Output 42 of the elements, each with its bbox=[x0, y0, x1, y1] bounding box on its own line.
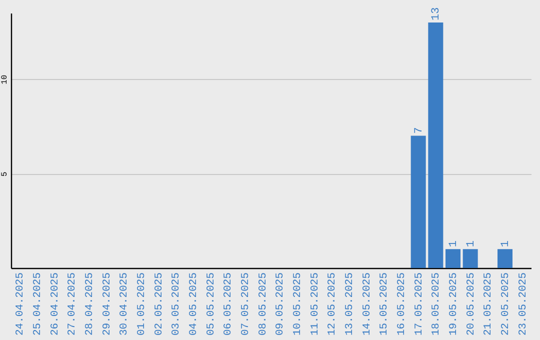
x-tick-label: 02.05.2025 bbox=[153, 272, 166, 336]
bar bbox=[428, 22, 444, 268]
x-tick-label: 13.05.2025 bbox=[344, 272, 356, 336]
x-tick-label: 07.05.2025 bbox=[240, 272, 252, 336]
bar bbox=[462, 249, 478, 268]
x-tick-label: 14.05.2025 bbox=[361, 272, 374, 336]
data-label: 1 bbox=[448, 240, 460, 248]
x-tick-label: 18.05.2025 bbox=[430, 272, 443, 336]
x-tick-label: 05.05.2025 bbox=[205, 272, 218, 336]
data-label: 13 bbox=[430, 7, 443, 20]
x-tick-label: 15.05.2025 bbox=[378, 272, 391, 336]
x-tick-label: 25.04.2025 bbox=[32, 272, 44, 336]
x-tick-label: 09.05.2025 bbox=[274, 272, 287, 336]
x-tick-label: 19.05.2025 bbox=[448, 272, 460, 336]
y-tick-label: 5 bbox=[0, 171, 10, 176]
x-tick-label: 17.05.2025 bbox=[413, 272, 426, 336]
x-tick-label: 08.05.2025 bbox=[257, 272, 270, 336]
x-tick-label: 22.05.2025 bbox=[500, 272, 512, 336]
x-tick-label: 26.04.2025 bbox=[49, 272, 62, 336]
data-label: 7 bbox=[413, 127, 426, 134]
x-tick-label: 24.04.2025 bbox=[14, 272, 27, 336]
x-tick-label: 16.05.2025 bbox=[396, 272, 408, 336]
x-tick-label: 11.05.2025 bbox=[309, 272, 322, 336]
x-tick-label: 12.05.2025 bbox=[326, 272, 339, 336]
x-tick-label: 06.05.2025 bbox=[222, 272, 235, 336]
x-tick-label: 27.04.2025 bbox=[66, 272, 79, 336]
y-tick-label: 10 bbox=[0, 74, 10, 84]
x-tick-label: 29.04.2025 bbox=[101, 272, 114, 336]
x-tick-label: 10.05.2025 bbox=[292, 272, 304, 336]
bar bbox=[410, 136, 426, 268]
x-tick-label: 03.05.2025 bbox=[170, 272, 183, 336]
x-tick-label: 20.05.2025 bbox=[465, 272, 478, 336]
data-label: 1 bbox=[465, 240, 478, 248]
x-tick-label: 23.05.2025 bbox=[517, 272, 530, 336]
x-tick-label: 21.05.2025 bbox=[482, 272, 495, 336]
x-tick-label: 28.04.2025 bbox=[84, 272, 96, 336]
x-tick-label: 30.04.2025 bbox=[118, 272, 131, 336]
x-tick-label: 04.05.2025 bbox=[188, 272, 200, 336]
data-label: 1 bbox=[500, 240, 512, 248]
x-tick-label: 01.05.2025 bbox=[136, 272, 148, 336]
bar bbox=[446, 249, 460, 268]
bar bbox=[498, 249, 512, 268]
